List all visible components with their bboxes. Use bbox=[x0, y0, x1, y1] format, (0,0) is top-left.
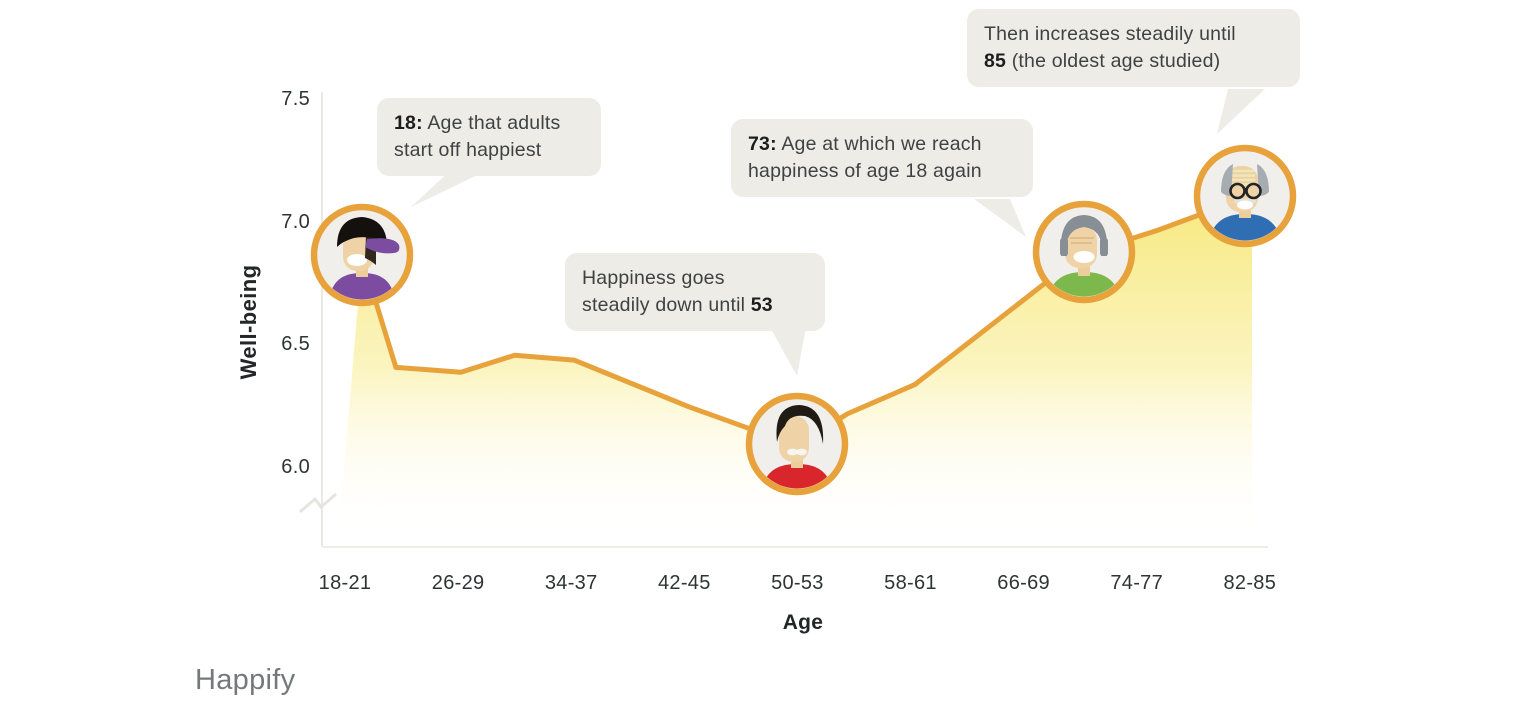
callout-text: (the oldest age studied) bbox=[1006, 50, 1221, 72]
callout-53-tail bbox=[770, 327, 806, 376]
callout-85-tail bbox=[1217, 89, 1265, 134]
callout-age-73: 73: Age at which we reach happiness of a… bbox=[731, 119, 1033, 197]
source-attribution: Happify bbox=[195, 664, 296, 696]
young-adult-avatar bbox=[310, 203, 414, 307]
x-tick-label: 74-77 bbox=[1110, 572, 1164, 594]
x-tick-label: 42-45 bbox=[657, 572, 711, 594]
x-tick-label: 34-37 bbox=[544, 572, 598, 594]
wellbeing-area-fill bbox=[338, 198, 1252, 540]
middle-aged-avatar-icon bbox=[745, 392, 849, 496]
callout-73-tail bbox=[974, 199, 1026, 237]
callout-text: Age at which we reach happiness of age 1… bbox=[748, 133, 982, 182]
callout-18-tail bbox=[411, 169, 490, 207]
young-adult-avatar-icon bbox=[310, 203, 414, 307]
callout-text: Then increases steadily until bbox=[984, 23, 1236, 45]
y-tick-label: 6.5 bbox=[281, 333, 310, 356]
senior-avatar-icon bbox=[1032, 200, 1136, 304]
x-tick-label: 66-69 bbox=[997, 572, 1050, 594]
callout-text: Age that adults start off happiest bbox=[394, 112, 561, 161]
axis-break-icon bbox=[299, 493, 337, 513]
y-tick-label: 6.0 bbox=[281, 456, 310, 478]
x-tick-label: 82-85 bbox=[1223, 572, 1277, 594]
callout-text: 85 bbox=[984, 50, 1007, 72]
callout-age-85: Then increases steadily until 85 (the ol… bbox=[967, 9, 1300, 87]
senior-avatar bbox=[1032, 200, 1136, 304]
y-axis-title: Well-being bbox=[236, 264, 261, 380]
y-tick-label: 7.0 bbox=[281, 210, 310, 233]
elderly-avatar bbox=[1193, 144, 1297, 248]
callout-text: 53 bbox=[750, 294, 773, 316]
callout-age-53: Happiness goes steadily down until 53 bbox=[565, 253, 825, 331]
callout-age-18: 18: Age that adults start off happiest bbox=[377, 98, 601, 176]
elderly-avatar-icon bbox=[1193, 144, 1297, 248]
x-tick-label: 18-21 bbox=[318, 572, 372, 594]
x-tick-label: 50-53 bbox=[771, 572, 824, 594]
callout-tails bbox=[411, 89, 1265, 376]
x-tick-label: 58-61 bbox=[884, 572, 937, 594]
callout-text: 18: bbox=[394, 112, 423, 134]
x-tick-label: 26-29 bbox=[431, 572, 485, 594]
middle-aged-avatar bbox=[745, 392, 849, 496]
callout-text: 73: bbox=[748, 133, 777, 155]
x-axis-title: Age bbox=[782, 611, 824, 634]
callout-text: Happiness goes steadily down until bbox=[582, 267, 746, 316]
y-tick-label: 7.5 bbox=[281, 88, 310, 111]
